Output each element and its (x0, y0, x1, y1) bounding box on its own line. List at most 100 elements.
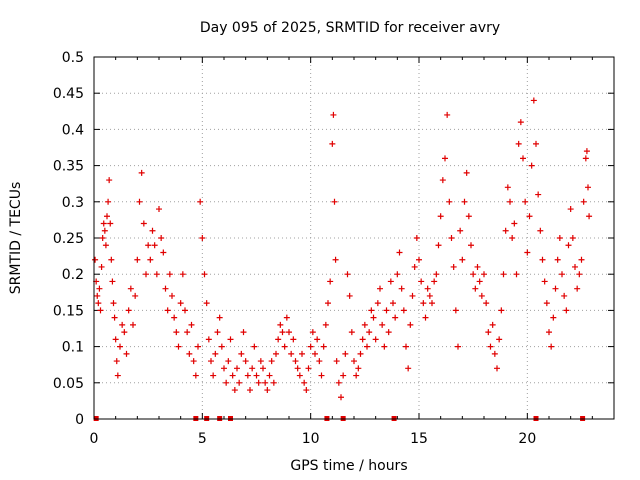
data-point (509, 235, 516, 241)
data-point (119, 321, 126, 328)
data-point (511, 220, 518, 227)
data-point (494, 365, 500, 372)
data-point (387, 278, 394, 285)
data-point (197, 198, 204, 205)
data-point (266, 372, 273, 379)
data-point (583, 148, 590, 155)
data-point (372, 336, 379, 343)
data-point (92, 256, 99, 263)
data-point (541, 278, 548, 285)
data-point (331, 198, 338, 205)
x-tick-label: 10 (302, 431, 320, 447)
data-point (107, 220, 114, 227)
data-point (322, 321, 329, 328)
data-point (539, 256, 546, 263)
data-point (123, 350, 130, 357)
data-point (253, 372, 260, 379)
data-point (218, 343, 225, 350)
data-point (330, 111, 337, 118)
data-point (140, 220, 147, 227)
data-point (325, 300, 331, 307)
data-point (303, 387, 310, 394)
data-point (390, 300, 396, 307)
data-point (160, 249, 167, 256)
data-point (422, 314, 429, 321)
data-point (98, 263, 105, 270)
data-point (374, 300, 381, 307)
data-point (238, 350, 245, 357)
data-point (507, 198, 513, 205)
data-point (504, 184, 511, 191)
data-point (500, 271, 507, 278)
data-point (251, 343, 258, 350)
data-point (162, 285, 169, 292)
data-point (260, 365, 266, 372)
data-point (96, 285, 103, 292)
data-point (273, 350, 279, 357)
data-point (413, 235, 420, 241)
grid (94, 57, 614, 419)
data-point (318, 372, 325, 379)
data-point (340, 372, 347, 379)
data-point (478, 292, 485, 299)
data-point (333, 358, 340, 365)
data-point (138, 169, 145, 176)
data-point (370, 314, 377, 321)
data-point (526, 213, 533, 220)
data-point (435, 242, 442, 249)
data-point (186, 350, 193, 357)
data-point (368, 307, 375, 314)
data-point (522, 198, 529, 205)
data-point (465, 213, 472, 220)
data-point (332, 256, 339, 263)
y-tick-label: 0.05 (53, 376, 84, 392)
y-tick-label: 0.3 (62, 195, 84, 211)
data-point (199, 235, 206, 241)
data-point (515, 140, 522, 147)
x-tick-label: 5 (198, 431, 207, 447)
data-point (99, 235, 106, 241)
data-point (143, 271, 149, 278)
data-point (556, 235, 563, 241)
data-point (292, 358, 299, 365)
y-tick-label: 0.2 (62, 267, 84, 283)
data-point (229, 372, 236, 379)
data-point (431, 278, 438, 285)
y-axis-label: SRMTID / TECUs (8, 182, 24, 295)
data-point (290, 336, 297, 343)
data-point (450, 263, 457, 270)
data-point (173, 329, 180, 336)
data-point (158, 235, 165, 241)
data-point (513, 271, 520, 278)
data-point (379, 321, 386, 328)
data-point (301, 379, 308, 386)
data-point (567, 206, 574, 213)
data-point (346, 292, 353, 299)
data-point (439, 177, 446, 184)
data-point (171, 314, 178, 321)
data-point (457, 227, 464, 234)
data-point (127, 285, 134, 292)
data-point (580, 198, 587, 205)
data-point (359, 336, 366, 343)
data-point (236, 379, 243, 386)
data-point (294, 365, 301, 372)
data-point (335, 379, 342, 386)
data-point (394, 271, 401, 278)
y-tick-label: 0.35 (53, 159, 84, 175)
data-point (227, 336, 234, 343)
data-point (153, 271, 160, 278)
data-point (366, 329, 373, 336)
data-point (234, 365, 240, 372)
data-point (105, 198, 112, 205)
data-point (433, 271, 440, 278)
data-point (485, 329, 492, 336)
data-point (576, 271, 583, 278)
data-point (221, 365, 227, 372)
data-point (357, 350, 364, 357)
data-point (270, 379, 277, 386)
data-point (426, 292, 433, 299)
data-point (110, 300, 117, 307)
data-point (377, 285, 383, 292)
data-point (537, 227, 544, 234)
